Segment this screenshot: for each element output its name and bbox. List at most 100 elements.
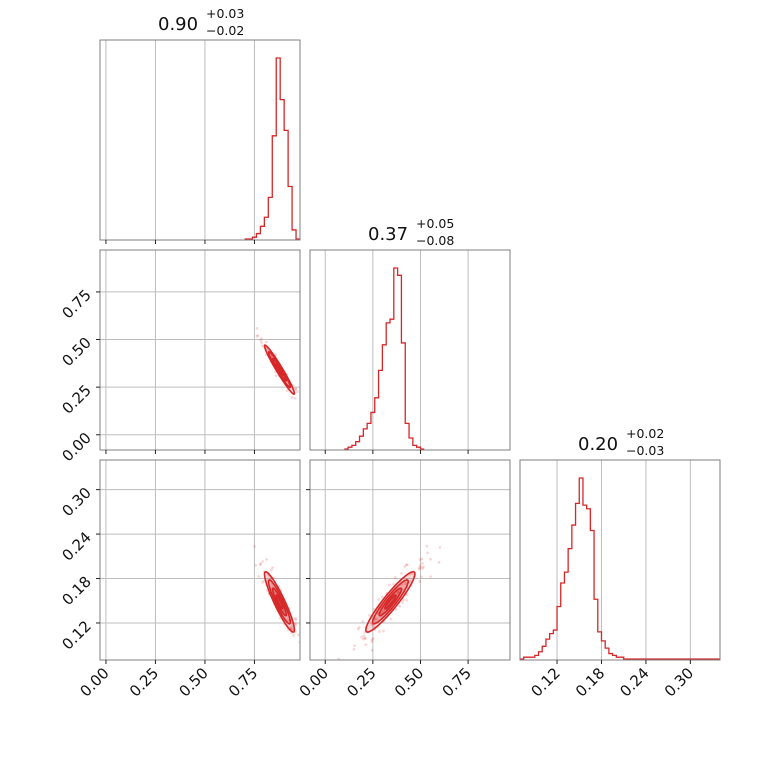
- sample-point: [261, 560, 265, 563]
- y-tick-label: 0.18: [58, 573, 94, 609]
- sample-point: [405, 563, 409, 567]
- sample-point: [382, 629, 385, 633]
- pair-panel-1-0: [96, 249, 301, 454]
- sample-point: [265, 558, 269, 561]
- sample-point: [293, 621, 297, 625]
- contour-level-4: [275, 363, 284, 377]
- sample-point: [337, 657, 341, 660]
- sample-point: [408, 580, 412, 583]
- histogram-3: [520, 477, 720, 660]
- sample-point: [362, 634, 366, 638]
- sample-point: [398, 604, 402, 608]
- sample-point: [261, 580, 264, 584]
- x-tick-label: 0.00: [296, 664, 332, 700]
- sample-point: [403, 582, 407, 586]
- sample-point: [292, 634, 296, 637]
- x-tick-label: 0.00: [76, 664, 112, 700]
- x-tick-label: 0.18: [572, 664, 608, 700]
- sample-point: [429, 557, 432, 561]
- pair-panel-2-0: [96, 459, 304, 664]
- sample-point: [394, 608, 398, 611]
- sample-point: [419, 566, 423, 569]
- panel-frame: [309, 459, 511, 661]
- sample-point: [291, 627, 294, 631]
- sample-point: [255, 327, 259, 330]
- sample-point: [259, 563, 262, 567]
- x-tick-label: 0.25: [126, 664, 162, 700]
- contour-level-4: [384, 594, 397, 610]
- title-plus: +0.02: [626, 426, 664, 441]
- panel-title-1: 0.90 +0.03 −0.02: [158, 6, 244, 38]
- sample-point: [403, 565, 407, 569]
- panel-frame: [99, 249, 301, 451]
- panel-title-3: 0.20 +0.02 −0.03: [578, 426, 664, 458]
- sample-point: [327, 662, 330, 665]
- y-tick-label: 0.12: [58, 617, 94, 653]
- sample-point: [418, 564, 422, 567]
- sample-point: [285, 389, 289, 393]
- sample-point: [297, 633, 300, 637]
- x-tick-label: 0.24: [616, 664, 652, 700]
- x-tick-label: 0.75: [225, 664, 261, 700]
- contour-level-4: [275, 594, 284, 610]
- sample-point: [290, 625, 294, 628]
- sample-point: [260, 337, 263, 340]
- sample-point: [375, 617, 379, 621]
- diag-panel-3: 0.20 +0.02 −0.03: [519, 426, 721, 664]
- x-tick-label: 0.50: [391, 664, 427, 700]
- diag-panel-2: 0.37 +0.05 −0.08: [309, 216, 511, 454]
- sample-point: [254, 563, 258, 567]
- sample-point: [370, 638, 374, 642]
- sample-point: [261, 344, 264, 348]
- sample-point: [437, 560, 441, 564]
- sample-point: [257, 574, 261, 578]
- sample-point: [425, 544, 429, 548]
- x-tick-label: 0.30: [661, 664, 697, 700]
- sample-point: [352, 647, 356, 651]
- sample-point: [293, 617, 297, 620]
- sample-point: [400, 572, 403, 575]
- sample-point: [378, 630, 381, 633]
- sample-point: [289, 625, 293, 629]
- pair-panel-2-1: [306, 459, 511, 665]
- sample-point: [426, 551, 430, 555]
- sample-point: [417, 567, 421, 571]
- sample-point: [438, 546, 442, 549]
- sample-point: [420, 557, 424, 561]
- sample-point: [364, 643, 368, 646]
- sample-point: [389, 617, 393, 621]
- sample-point: [256, 334, 260, 337]
- pair-content: [327, 544, 442, 665]
- y-tick-label: 0.00: [58, 429, 94, 465]
- sample-point: [295, 390, 299, 394]
- sample-point: [353, 644, 357, 648]
- diag-panel-1: 0.90 +0.03 −0.02: [99, 6, 301, 244]
- title-plus: +0.05: [416, 216, 454, 231]
- x-tick-label: 0.75: [439, 664, 475, 700]
- sample-point: [370, 648, 374, 652]
- sample-point: [360, 635, 363, 639]
- panel-frame: [309, 249, 511, 451]
- x-tick-label: 0.25: [343, 664, 379, 700]
- sample-point: [368, 613, 371, 617]
- sample-point: [294, 618, 298, 622]
- sample-point: [264, 340, 268, 344]
- sample-point: [429, 575, 432, 579]
- y-tick-label: 0.30: [58, 484, 94, 520]
- sample-point: [271, 585, 275, 589]
- y-tick-label: 0.25: [58, 381, 94, 417]
- sample-point: [421, 567, 424, 570]
- title-minus: −0.08: [416, 233, 454, 248]
- sample-point: [301, 648, 304, 651]
- sample-point: [396, 590, 400, 594]
- sample-point: [274, 374, 278, 378]
- sample-point: [269, 568, 273, 572]
- sample-point: [253, 545, 256, 548]
- panel-frame: [519, 459, 721, 661]
- sample-point: [405, 598, 408, 602]
- title-minus: −0.02: [206, 23, 244, 38]
- title-value: 0.20: [578, 434, 618, 455]
- sample-point: [418, 558, 422, 562]
- sample-point: [392, 582, 395, 586]
